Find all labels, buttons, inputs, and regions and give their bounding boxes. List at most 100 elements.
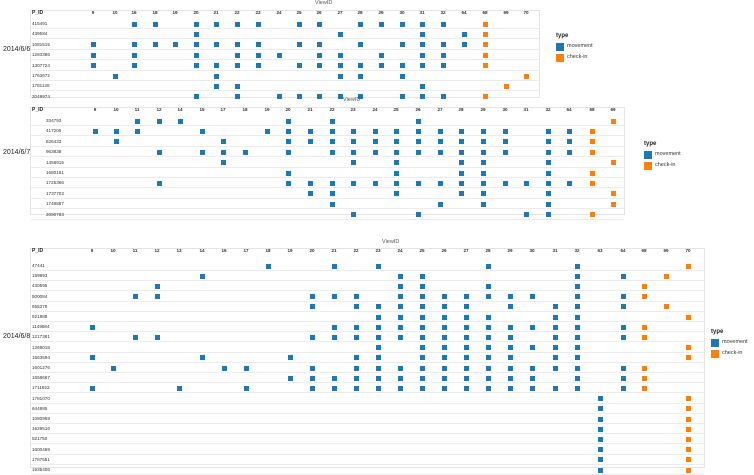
row-gridline xyxy=(31,433,704,435)
row-gridline xyxy=(31,135,624,137)
data-point-check-in xyxy=(685,345,691,351)
x-tick-label: 24 xyxy=(372,107,378,112)
data-point-movement xyxy=(199,355,205,361)
data-point-movement xyxy=(415,212,421,218)
data-point-check-in xyxy=(482,52,488,58)
data-point-movement xyxy=(458,180,464,186)
data-point-movement xyxy=(419,283,425,289)
data-point-movement xyxy=(234,83,240,89)
row-gridline xyxy=(31,423,704,424)
data-point-movement xyxy=(89,324,95,330)
data-point-movement xyxy=(437,139,443,145)
y-tick-label-pid: 1629516 xyxy=(32,426,50,432)
x-tick-label: 10 xyxy=(113,107,119,112)
x-tick-label: 25 xyxy=(419,248,425,253)
data-point-movement xyxy=(193,94,199,100)
data-point-movement xyxy=(502,128,508,134)
data-point-movement xyxy=(574,375,580,381)
x-tick-label: 31 xyxy=(523,107,529,112)
row-gridline xyxy=(31,351,704,353)
x-tick-label: 30 xyxy=(502,107,508,112)
data-point-movement xyxy=(463,365,469,371)
data-point-movement xyxy=(329,118,335,124)
data-point-check-in xyxy=(641,283,647,289)
data-point-movement xyxy=(545,160,551,166)
data-point-check-in xyxy=(589,170,595,176)
date-label: 2014/6/8 xyxy=(3,333,31,340)
data-point-movement xyxy=(255,42,261,48)
data-point-movement xyxy=(441,294,447,300)
x-tick-label: 30 xyxy=(399,10,405,15)
data-point-movement xyxy=(397,365,403,371)
row-gridline xyxy=(31,402,704,404)
data-point-movement xyxy=(463,385,469,391)
data-point-movement xyxy=(419,314,425,320)
x-tick-label: 14 xyxy=(199,248,205,253)
data-point-check-in xyxy=(589,180,595,186)
data-point-movement xyxy=(156,149,162,155)
data-point-movement xyxy=(419,52,425,58)
data-point-movement xyxy=(461,42,467,48)
x-tick-label: 27 xyxy=(437,107,443,112)
data-point-movement xyxy=(152,21,158,27)
data-point-movement xyxy=(316,42,322,48)
data-point-check-in xyxy=(503,83,509,89)
row-gridline xyxy=(31,361,704,363)
data-point-movement xyxy=(574,273,580,279)
data-point-movement xyxy=(480,128,486,134)
data-point-movement xyxy=(255,63,261,69)
data-point-movement xyxy=(545,128,551,134)
row-gridline xyxy=(31,300,704,302)
data-point-check-in xyxy=(685,314,691,320)
data-point-movement xyxy=(574,324,580,330)
data-point-movement xyxy=(350,139,356,145)
data-point-movement xyxy=(485,365,491,371)
x-tick-label: 19 xyxy=(264,107,270,112)
data-point-movement xyxy=(199,128,205,134)
data-point-movement xyxy=(131,21,137,27)
data-point-movement xyxy=(419,21,425,27)
data-point-movement xyxy=(574,304,580,310)
data-point-movement xyxy=(296,94,302,100)
row-gridline xyxy=(31,166,624,168)
data-point-movement xyxy=(566,180,572,186)
x-tick-label: 27 xyxy=(337,10,343,15)
data-point-movement xyxy=(597,406,603,412)
data-point-movement xyxy=(458,160,464,166)
data-point-movement xyxy=(552,314,558,320)
data-point-movement xyxy=(309,365,315,371)
data-point-movement xyxy=(393,149,399,155)
data-point-movement xyxy=(566,149,572,155)
data-point-movement xyxy=(419,334,425,340)
data-point-check-in xyxy=(685,457,691,463)
data-point-movement xyxy=(309,334,315,340)
data-point-movement xyxy=(419,304,425,310)
y-tick-label-pid: 1725366 xyxy=(46,180,64,186)
x-tick-label: 22 xyxy=(329,107,335,112)
data-point-movement xyxy=(545,139,551,145)
data-point-check-in xyxy=(641,324,647,330)
data-point-movement xyxy=(287,355,293,361)
data-point-movement xyxy=(220,139,226,145)
data-point-movement xyxy=(329,128,335,134)
data-point-movement xyxy=(399,73,405,79)
data-point-movement xyxy=(545,180,551,186)
data-point-check-in xyxy=(685,396,691,402)
data-point-check-in xyxy=(663,304,669,310)
y-tick-label-pid: 417205 xyxy=(46,128,62,134)
x-tick-label: 32 xyxy=(440,10,446,15)
data-point-movement xyxy=(156,118,162,124)
x-tick-label: 23 xyxy=(255,10,261,15)
data-point-movement xyxy=(372,128,378,134)
data-point-movement xyxy=(399,63,405,69)
data-point-movement xyxy=(276,52,282,58)
data-point-check-in xyxy=(641,334,647,340)
x-tick-label: 18 xyxy=(265,248,271,253)
data-point-movement xyxy=(437,180,443,186)
data-point-check-in xyxy=(685,406,691,412)
data-point-movement xyxy=(350,160,356,166)
data-point-movement xyxy=(134,128,140,134)
data-point-movement xyxy=(234,63,240,69)
data-point-movement xyxy=(480,180,486,186)
data-point-movement xyxy=(574,263,580,269)
